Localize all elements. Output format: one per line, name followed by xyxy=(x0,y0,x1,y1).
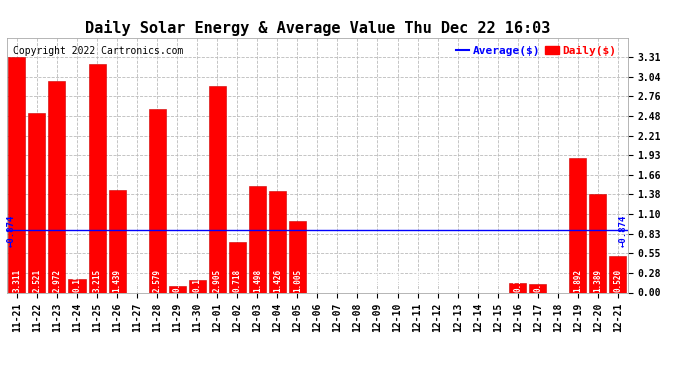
Text: 0.000: 0.000 xyxy=(373,269,382,292)
Text: 2.521: 2.521 xyxy=(32,269,41,292)
Text: 1.892: 1.892 xyxy=(573,269,582,292)
Bar xyxy=(48,81,66,292)
Bar xyxy=(8,57,26,292)
Bar xyxy=(249,186,266,292)
Text: 0.000: 0.000 xyxy=(313,269,322,292)
Text: 2.579: 2.579 xyxy=(152,269,161,292)
Text: 0.000: 0.000 xyxy=(413,269,422,292)
Text: 0.000: 0.000 xyxy=(353,269,362,292)
Bar xyxy=(68,279,86,292)
Text: 0.000: 0.000 xyxy=(132,269,141,292)
Text: 1.498: 1.498 xyxy=(253,269,262,292)
Text: 1.426: 1.426 xyxy=(273,269,282,292)
Text: 2.972: 2.972 xyxy=(52,269,61,292)
Text: 1.005: 1.005 xyxy=(293,269,302,292)
Text: 0.000: 0.000 xyxy=(473,269,482,292)
Text: 0.718: 0.718 xyxy=(233,269,241,292)
Text: ←0.874: ←0.874 xyxy=(7,214,16,246)
Text: 0.000: 0.000 xyxy=(333,269,342,292)
Text: 0.000: 0.000 xyxy=(433,269,442,292)
Text: 0.114: 0.114 xyxy=(533,269,542,292)
Bar xyxy=(88,64,106,292)
Text: 3.215: 3.215 xyxy=(92,269,101,292)
Text: 0.191: 0.191 xyxy=(72,269,81,292)
Bar xyxy=(208,86,226,292)
Bar xyxy=(108,190,126,292)
Text: 1.439: 1.439 xyxy=(112,269,121,292)
Text: 0.179: 0.179 xyxy=(193,269,201,292)
Bar xyxy=(609,256,627,292)
Bar xyxy=(168,286,186,292)
Bar xyxy=(188,280,206,292)
Text: 0.000: 0.000 xyxy=(393,269,402,292)
Text: ←0.874: ←0.874 xyxy=(619,214,628,246)
Text: 2.905: 2.905 xyxy=(213,269,221,292)
Text: 0.129: 0.129 xyxy=(513,269,522,292)
Bar xyxy=(289,221,306,292)
Text: 1.389: 1.389 xyxy=(593,269,602,292)
Bar xyxy=(529,284,546,292)
Bar xyxy=(269,191,286,292)
Text: 0.520: 0.520 xyxy=(613,269,622,292)
Bar xyxy=(229,242,246,292)
Bar xyxy=(509,284,526,292)
Title: Daily Solar Energy & Average Value Thu Dec 22 16:03: Daily Solar Energy & Average Value Thu D… xyxy=(85,20,550,36)
Bar xyxy=(589,194,607,292)
Text: 0.000: 0.000 xyxy=(493,269,502,292)
Bar xyxy=(28,113,46,292)
Text: 3.311: 3.311 xyxy=(12,269,21,292)
Text: 0.096: 0.096 xyxy=(172,269,181,292)
Bar xyxy=(569,158,586,292)
Text: 0.000: 0.000 xyxy=(553,269,562,292)
Bar xyxy=(148,109,166,292)
Text: Copyright 2022 Cartronics.com: Copyright 2022 Cartronics.com xyxy=(13,46,184,56)
Text: 0.000: 0.000 xyxy=(453,269,462,292)
Legend: Average($), Daily($): Average($), Daily($) xyxy=(456,46,616,56)
